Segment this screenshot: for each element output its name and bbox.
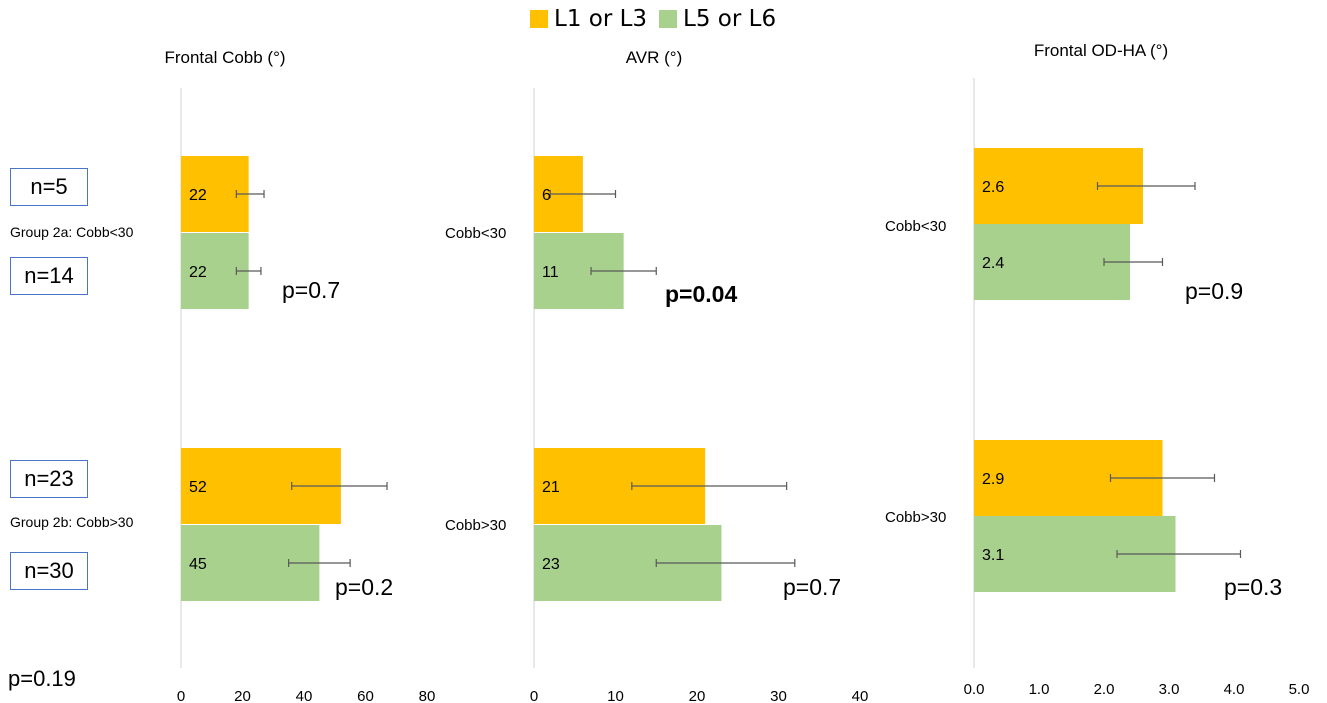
- legend-label-l1-l3: L1 or L3: [554, 6, 648, 32]
- bar-value-label: 45: [189, 556, 207, 573]
- x-tick-label: 30: [770, 688, 787, 703]
- bar-value-label: 2.9: [982, 471, 1004, 488]
- panel-title: Frontal Cobb (°): [164, 48, 285, 67]
- x-tick-label: 60: [357, 688, 374, 703]
- x-tick-label: 0: [177, 688, 185, 703]
- category-label: Cobb>30: [885, 509, 946, 526]
- category-label: Cobb<30: [885, 218, 946, 235]
- bar-value-label: 2.4: [982, 255, 1004, 272]
- x-tick-label: 2.0: [1094, 681, 1115, 698]
- bar-value-label: 11: [542, 264, 559, 281]
- panel-title: AVR (°): [626, 48, 683, 67]
- p-value-label: p=0.7: [783, 574, 841, 600]
- bar-value-label: 21: [542, 479, 560, 496]
- x-tick-label: 20: [234, 688, 251, 703]
- x-tick-label: 0: [530, 688, 538, 703]
- x-tick-label: 10: [607, 688, 624, 703]
- x-tick-label: 1.0: [1029, 681, 1050, 698]
- bar-value-label: 2.6: [982, 179, 1004, 196]
- legend: L1 or L3 L5 or L6: [530, 4, 776, 34]
- group-2b-label: Group 2b: Cobb>30: [10, 514, 134, 530]
- x-tick-label: 0.0: [964, 681, 985, 698]
- legend-item-l5-l6: L5 or L6: [659, 6, 776, 32]
- n-box-g2b-l56: n=30: [10, 552, 88, 590]
- bar-value-label: 23: [542, 556, 560, 573]
- bar-value-label: 3.1: [982, 547, 1004, 564]
- legend-label-l5-l6: L5 or L6: [683, 6, 777, 32]
- x-tick-label: 40: [852, 688, 869, 703]
- category-label: Cobb>30: [445, 517, 506, 534]
- category-label: Cobb<30: [445, 225, 506, 242]
- bar-value-label: 22: [189, 187, 207, 204]
- legend-swatch-l1-l3: [530, 10, 548, 28]
- x-tick-label: 5.0: [1289, 681, 1310, 698]
- p-value-label: p=0.9: [1185, 278, 1243, 304]
- x-tick-label: 20: [689, 688, 706, 703]
- x-tick-label: 3.0: [1159, 681, 1180, 698]
- p-value-label: p=0.2: [335, 574, 393, 600]
- p-value-label: p=0.04: [665, 281, 737, 307]
- panel-title: Frontal OD-HA (°): [1034, 41, 1168, 60]
- bar-value-label: 6: [542, 187, 551, 204]
- legend-swatch-l5-l6: [659, 10, 678, 28]
- p-value-label: p=0.3: [1224, 574, 1282, 600]
- legend-item-l1-l3: L1 or L3: [530, 6, 647, 32]
- n-box-g2a-l56: n=14: [10, 257, 88, 295]
- overall-p-value: p=0.19: [8, 666, 76, 691]
- n-box-g2b-l13: n=23: [10, 460, 88, 498]
- bar-value-label: 52: [189, 479, 207, 496]
- n-box-g2a-l13: n=5: [10, 168, 88, 206]
- x-tick-label: 80: [419, 688, 436, 703]
- x-tick-label: 4.0: [1224, 681, 1245, 698]
- group-2a-label: Group 2a: Cobb<30: [10, 224, 134, 240]
- p-value-label: p=0.7: [282, 277, 340, 303]
- bar-value-label: 22: [189, 264, 207, 281]
- x-tick-label: 40: [296, 688, 313, 703]
